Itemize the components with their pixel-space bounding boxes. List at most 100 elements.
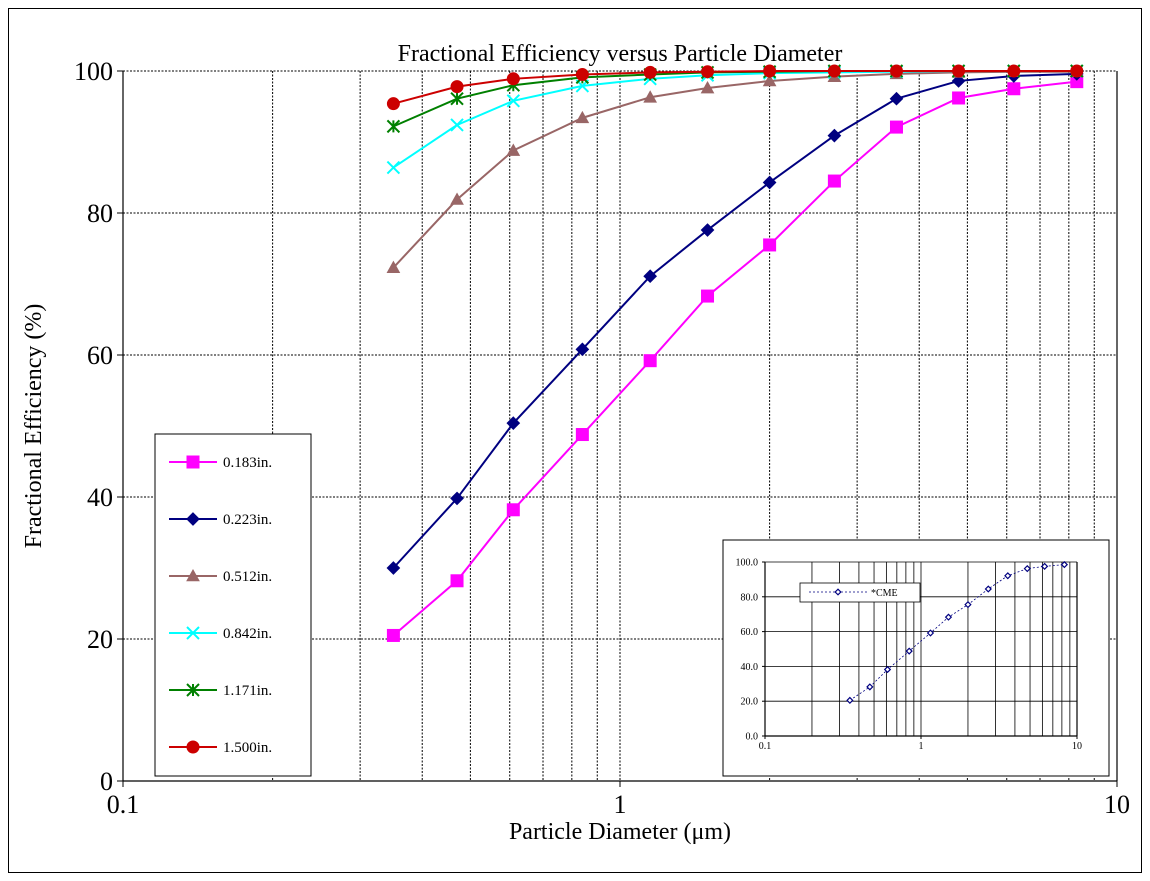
inset-legend-marker: [834, 588, 842, 596]
data-point: [386, 561, 401, 575]
inset-data-point: [866, 683, 874, 691]
x-tick-label: 10: [1104, 790, 1130, 819]
data-point: [506, 503, 520, 517]
data-point: [762, 175, 777, 190]
legend-label: 0.512in.: [223, 569, 272, 585]
legend-marker: [186, 512, 200, 526]
inset-series-0: [846, 560, 1069, 704]
chart-frame: 0 20 40 60 80 100 0.1 1 10 Fractional Efficiency …: [8, 8, 1142, 873]
inset-legend-box: [799, 582, 921, 603]
data-point: [575, 68, 589, 82]
data-point: [889, 120, 903, 134]
inset-data-point: [984, 585, 992, 593]
data-point: [450, 574, 464, 588]
data-point: [386, 260, 401, 273]
inset-y-tick-label: 0.0: [746, 732, 759, 743]
data-point: [643, 65, 657, 79]
data-point: [763, 238, 777, 252]
y-tick-label: 60: [87, 341, 113, 370]
legend-label: 0.183in.: [223, 455, 272, 471]
data-point: [762, 73, 777, 87]
legend-label: 1.171in.: [223, 683, 272, 699]
data-point: [889, 91, 904, 106]
inset-y-tick-label: 100.0: [736, 558, 759, 569]
data-point: [827, 174, 841, 188]
data-point: [1070, 64, 1084, 78]
inset-data-point: [926, 629, 935, 637]
inset-data-point: [1060, 560, 1069, 569]
legend-marker: [186, 740, 200, 754]
inset-data-point: [846, 696, 854, 704]
data-point: [643, 90, 658, 103]
data-point: [386, 119, 401, 134]
inset-legend-label: *CME: [871, 588, 898, 599]
data-point: [450, 80, 464, 94]
inset-data-point: [964, 600, 972, 609]
data-point: [763, 64, 777, 78]
data-point: [450, 192, 464, 205]
inset-x-tick-label: 0.1: [759, 741, 772, 752]
x-tick-label: 0.1: [107, 790, 140, 819]
data-point: [506, 143, 521, 156]
y-tick-label: 20: [87, 625, 113, 654]
inset-data-point: [1004, 572, 1012, 580]
data-point: [575, 342, 590, 357]
data-point: [450, 491, 464, 506]
legend-box: [154, 433, 312, 777]
legend-marker: [186, 626, 200, 640]
data-point: [450, 118, 464, 132]
inset-data-point: [1023, 564, 1031, 573]
legend-marker: [186, 568, 200, 582]
inset-y-tick-label: 80.0: [741, 592, 759, 603]
inset-data-point: [883, 665, 892, 674]
data-point: [450, 91, 464, 106]
data-point: [952, 91, 966, 105]
data-point: [701, 65, 715, 79]
inset-x-tick-label: 1: [919, 741, 924, 752]
y-axis-title: Fractional Efficiency (%): [21, 304, 47, 549]
legend-label: 0.223in.: [223, 512, 272, 528]
fractional-efficiency-chart: 0 20 40 60 80 100 0.1 1 10 Fractional Efficiency …: [21, 41, 1130, 845]
data-point: [700, 81, 715, 94]
series-0: [386, 75, 1084, 642]
data-point: [386, 97, 400, 111]
data-point: [952, 64, 966, 78]
inset-y-tick-label: 60.0: [741, 627, 759, 638]
data-point: [575, 428, 589, 442]
y-tick-label: 0: [100, 767, 113, 796]
inset-y-tick-label: 40.0: [741, 662, 759, 673]
chart-title: Fractional Efficiency versus Particle Di…: [398, 41, 843, 67]
data-point: [386, 160, 401, 175]
data-point: [643, 269, 658, 284]
inset-data-point: [1040, 562, 1049, 570]
legend-marker: [186, 455, 200, 469]
data-point: [386, 628, 400, 642]
data-point: [506, 72, 520, 86]
series-line: [392, 70, 1077, 269]
legend-marker: [186, 683, 200, 697]
data-point: [701, 289, 715, 303]
inset-x-tick-label: 10: [1072, 741, 1082, 752]
data-point: [506, 416, 521, 431]
data-point: [827, 64, 841, 78]
inset-data-point: [905, 647, 913, 655]
series-line: [392, 72, 1077, 569]
inset-y-tick-label: 20.0: [741, 697, 759, 708]
series-line: [392, 80, 1077, 637]
data-point: [827, 128, 842, 143]
series-5: [386, 64, 1084, 111]
data-point: [1007, 64, 1021, 78]
inset-legend: *CME: [799, 582, 921, 603]
data-point: [1007, 82, 1021, 96]
series-line: [393, 70, 1077, 105]
y-tick-label: 80: [87, 199, 113, 228]
data-point: [951, 74, 966, 88]
legend-label: 1.500in.: [223, 740, 272, 756]
legend: 0.183in. 0.223in. 0.512in. 0.842in. 1.171in.…: [154, 433, 312, 777]
legend-label: 0.842in.: [223, 626, 272, 642]
x-tick-label: 1: [614, 790, 627, 819]
inset-data-point: [944, 613, 953, 621]
y-tick-label: 100: [74, 57, 113, 86]
data-point: [700, 223, 715, 237]
data-point: [575, 110, 590, 124]
